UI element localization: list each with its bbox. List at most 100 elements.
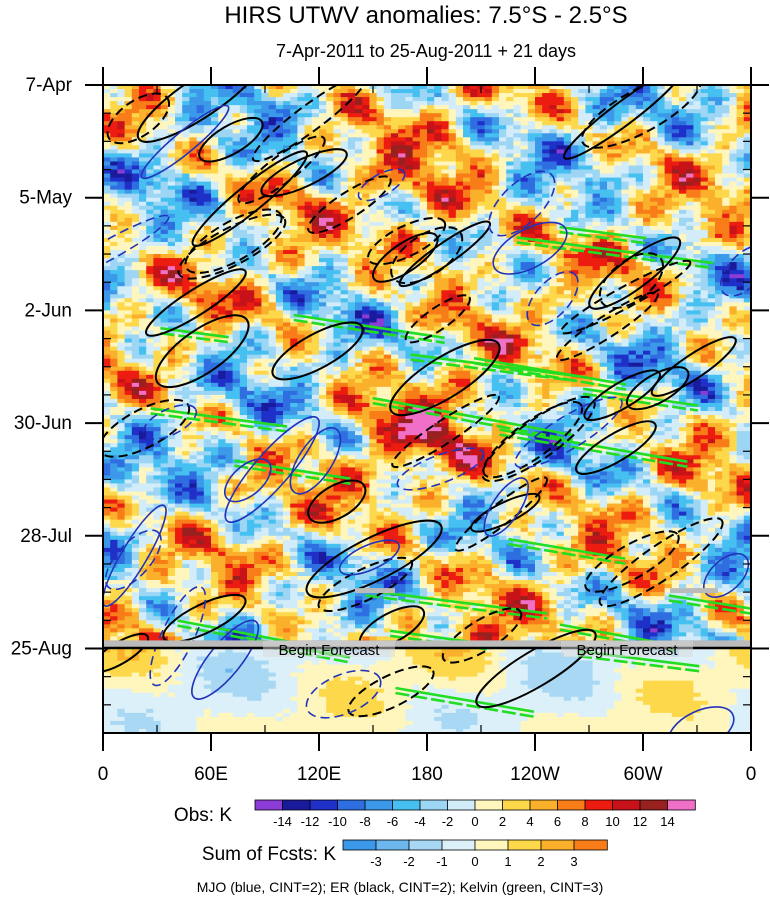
heatmap-cell [218,153,226,159]
heatmap-cell [657,229,666,235]
heatmap-cell [175,121,183,126]
heatmap-cell [571,89,579,94]
heatmap-cell [189,225,198,231]
heatmap-cell [297,133,306,138]
heatmap-cell [268,237,277,243]
heatmap-cell [491,85,500,90]
heatmap-cell [175,153,183,159]
heatmap-cell [650,250,658,255]
heatmap-cell [383,129,392,134]
heatmap-cell [110,241,118,247]
heatmap-cell [283,97,291,102]
heatmap-cell [383,213,392,219]
heatmap-cell [139,225,147,231]
heatmap-cell [419,193,428,199]
heatmap-cell [398,237,406,243]
heatmap-cell [225,101,234,106]
heatmap-cell [578,101,586,106]
heatmap-cell [628,133,637,138]
heatmap-cell [211,290,219,295]
heatmap-cell [304,274,313,279]
heatmap-cell [513,213,522,219]
heatmap-cell [470,185,478,191]
heatmap-cell [239,109,248,114]
heatmap-cell [347,278,356,283]
heatmap-cell [671,189,680,195]
heatmap-cell [355,189,363,195]
heatmap-cell [182,213,190,219]
heatmap-cell [542,302,550,307]
heatmap-cell [520,169,529,175]
heatmap-cell [398,278,406,283]
heatmap-cell [146,101,154,106]
heatmap-cell [362,125,370,130]
heatmap-cell [347,125,356,130]
heatmap-cell [383,109,392,114]
heatmap-cell [211,165,219,171]
heatmap-cell [369,133,378,138]
heatmap-cell [542,181,550,187]
heatmap-cell [621,101,630,106]
heatmap-cell [585,254,594,259]
heatmap-cell [527,181,536,187]
heatmap-cell [131,149,140,155]
heatmap-cell [671,217,680,223]
heatmap-cell [571,125,579,130]
heatmap-cell [527,161,536,167]
heatmap-cell [347,93,356,98]
heatmap-cell [736,286,745,291]
heatmap-cell [556,165,565,171]
heatmap-cell [743,254,751,259]
heatmap-cell [103,245,111,251]
heatmap-cell [110,217,118,223]
heatmap-cell [664,213,673,219]
heatmap-cell [196,245,205,251]
heatmap-cell [124,290,133,295]
heatmap-cell [578,125,586,130]
heatmap-cell [355,85,363,90]
heatmap-cell [664,201,673,207]
heatmap-cell [412,173,421,179]
heatmap-cell [729,157,738,163]
heatmap-cell [657,245,666,251]
heatmap-cell [527,193,536,199]
heatmap-cell [535,149,543,155]
heatmap-cell [491,113,500,118]
heatmap-cell [477,121,486,126]
heatmap-cell [369,145,378,150]
heatmap-cell [441,117,450,122]
heatmap-cell [182,173,190,179]
heatmap-cell [455,181,464,187]
heatmap-cell [153,282,162,287]
heatmap-cell [333,85,342,90]
heatmap-cell [153,298,162,303]
heatmap-cell [607,274,615,279]
heatmap-cell [578,225,586,231]
heatmap-cell [398,181,406,187]
heatmap-cell [268,245,277,251]
heatmap-cell [203,185,212,191]
heatmap-cell [139,177,147,183]
heatmap-cell [225,93,234,98]
heatmap-cell [578,201,586,207]
heatmap-cell [635,161,644,167]
heatmap-cell [175,298,183,303]
heatmap-cell [239,197,248,203]
heatmap-cell [160,197,169,203]
heatmap-cell [153,286,162,291]
heatmap-cell [650,266,658,271]
heatmap-cell [117,241,126,247]
heatmap-cell [203,177,212,183]
heatmap-cell [355,282,363,287]
heatmap-cell [448,241,457,247]
heatmap-cell [189,129,198,134]
heatmap-cell [736,274,745,279]
heatmap-cell [578,302,586,307]
heatmap-cell [283,245,291,251]
heatmap-cell [391,193,399,199]
heatmap-cell [520,225,529,231]
heatmap-cell [362,197,370,203]
heatmap-cell [628,137,637,142]
heatmap-cell [513,290,522,295]
heatmap-cell [700,153,709,159]
